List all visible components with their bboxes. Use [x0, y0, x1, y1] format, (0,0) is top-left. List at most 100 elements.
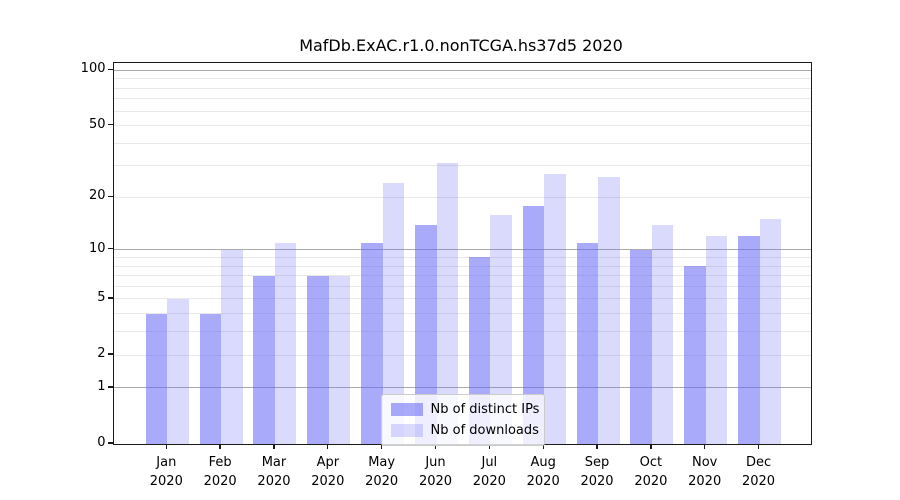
x-tick-label-month: Jan [156, 455, 177, 470]
y-tick-mark-10 [107, 248, 113, 250]
bar-may-downloads [382, 183, 405, 444]
bar-aug-downloads [544, 174, 566, 444]
x-tick-label-year: 2020 [526, 474, 560, 489]
x-tick-mark-apr [327, 444, 329, 450]
x-tick-label-year: 2020 [634, 474, 668, 489]
legend-label-downloads: Nb of downloads [430, 423, 539, 438]
y-tick-label-5: 5 [97, 289, 106, 305]
x-tick-label-month: Mar [261, 455, 287, 470]
legend-swatch-downloads [390, 424, 423, 437]
bar-jul-downloads [490, 214, 512, 444]
x-tick-label-mar: Mar 2020 [239, 453, 309, 491]
y-tick-mark-1 [107, 386, 113, 388]
x-tick-mark-jun [434, 444, 437, 450]
x-tick-label-dec: Dec 2020 [724, 453, 794, 491]
gridline-100 [113, 69, 811, 71]
y-tick-label-10: 10 [88, 240, 106, 256]
x-tick-label-feb: Feb 2020 [185, 453, 255, 491]
x-tick-label-month: May [368, 455, 396, 470]
gridline-50 [113, 125, 811, 127]
gridline-7 [113, 275, 811, 277]
x-tick-label-may: May 2020 [347, 453, 417, 491]
bar-mar-distinct-ips [253, 275, 275, 444]
gridline-30 [113, 165, 811, 167]
y-tick-label-2: 2 [97, 346, 106, 361]
x-tick-label-nov: Nov 2020 [670, 453, 740, 491]
bar-feb-downloads [221, 249, 243, 444]
y-tick-label-0: 0 [97, 435, 106, 450]
y-tick-label-100: 100 [80, 61, 106, 77]
x-tick-mark-sep [596, 444, 598, 450]
x-tick-label-month: Apr [316, 455, 340, 470]
legend-label-distinct-ips: Nb of distinct IPs [430, 402, 540, 417]
x-tick-mark-nov [704, 444, 706, 450]
x-tick-label-month: Jun [425, 455, 446, 470]
bar-feb-distinct-ips [199, 313, 222, 444]
x-tick-label-sep: Sep 2020 [562, 453, 632, 491]
legend-item-distinct-ips: Nb of distinct IPs [390, 402, 539, 417]
x-tick-label-year: 2020 [418, 474, 453, 489]
bar-apr-distinct-ips [307, 275, 329, 444]
bar-nov-distinct-ips [684, 266, 706, 444]
x-tick-label-month: Oct [639, 455, 663, 470]
x-tick-label-apr: Apr 2020 [293, 453, 363, 491]
x-tick-label-jan: Jan 2020 [131, 453, 201, 491]
y-tick-label-1: 1 [97, 378, 106, 394]
bar-dec-downloads [759, 219, 782, 444]
x-tick-mark-mar [273, 444, 275, 450]
y-tick-mark-5 [107, 297, 113, 299]
x-tick-label-year: 2020 [472, 474, 506, 489]
gridline-4 [113, 313, 811, 315]
x-tick-label-month: Jul [481, 455, 498, 470]
bar-nov-downloads [705, 236, 728, 444]
gridline-2 [113, 354, 811, 356]
x-tick-label-month: Nov [692, 455, 718, 470]
gridline-8 [113, 265, 811, 267]
y-tick-label-50: 50 [88, 116, 106, 132]
x-tick-label-year: 2020 [311, 474, 345, 489]
bar-aug-distinct-ips [522, 205, 545, 444]
x-tick-label-year: 2020 [149, 474, 183, 489]
gridline-90 [113, 78, 811, 80]
bar-sep-distinct-ips [576, 242, 599, 444]
gridline-60 [113, 110, 811, 112]
gridline-40 [113, 142, 811, 144]
gridline-6 [113, 285, 811, 287]
gridline-80 [113, 87, 811, 89]
x-tick-label-year: 2020 [688, 474, 722, 489]
chart-title: MafDb.ExAC.r1.0.nonTCGA.hs37d5 2020 [299, 36, 623, 55]
bar-oct-downloads [651, 224, 674, 444]
x-tick-label-jun: Jun 2020 [401, 453, 471, 491]
x-tick-label-year: 2020 [741, 474, 776, 489]
x-tick-label-jul: Jul 2020 [454, 453, 524, 491]
x-tick-label-year: 2020 [203, 474, 237, 489]
gridline-3 [113, 331, 811, 333]
legend: Nb of distinct IPs Nb of downloads [380, 394, 545, 446]
bar-jan-downloads [167, 298, 189, 444]
gridline-9 [113, 256, 811, 258]
bar-may-distinct-ips [361, 242, 383, 444]
bar-oct-distinct-ips [630, 249, 652, 444]
x-tick-label-month: Sep [584, 455, 610, 470]
bar-jun-distinct-ips [415, 224, 437, 444]
gridline-1 [113, 387, 811, 389]
x-tick-mark-jul [488, 444, 490, 450]
bar-dec-distinct-ips [738, 236, 760, 444]
legend-swatch-distinct-ips [390, 403, 423, 416]
bar-mar-downloads [274, 242, 297, 444]
bar-jan-distinct-ips [145, 313, 168, 444]
x-tick-mark-dec [757, 444, 760, 450]
x-tick-label-aug: Aug 2020 [508, 453, 578, 491]
y-tick-mark-20 [107, 195, 113, 198]
x-tick-label-year: 2020 [365, 474, 399, 489]
x-tick-label-month: Aug [530, 455, 556, 470]
gridline-70 [113, 98, 811, 100]
x-tick-label-month: Feb [208, 455, 232, 470]
y-tick-label-20: 20 [88, 188, 106, 204]
x-tick-mark-jan [165, 444, 167, 450]
x-tick-label-year: 2020 [257, 474, 291, 489]
plot-area: Nb of distinct IPs Nb of downloads [112, 62, 812, 446]
y-tick-mark-100 [107, 68, 113, 70]
gridline-5 [113, 298, 811, 300]
